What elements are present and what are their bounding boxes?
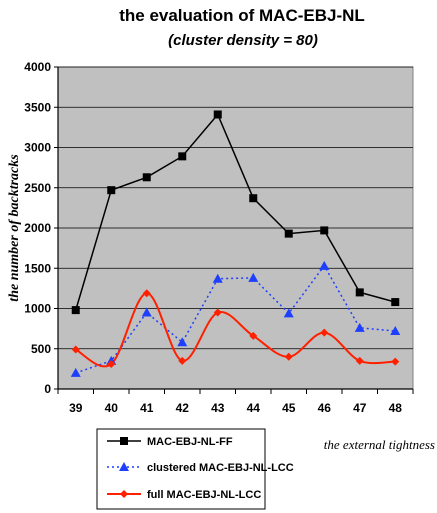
x-tick-label: 48 — [389, 401, 403, 415]
series-layer — [75, 113, 396, 374]
axes: 0 500 1000 1500 2000 2500 3000 3500 4000 39 40 41 42… — [24, 60, 414, 415]
x-tick-label: 47 — [353, 401, 367, 415]
series-1-point — [391, 298, 400, 307]
x-tick-label: 41 — [140, 401, 154, 415]
y-tick-label: 3000 — [24, 141, 51, 155]
y-tick-label: 4000 — [24, 60, 51, 74]
chart-subtitle: (cluster density = 80) — [168, 32, 318, 49]
chart-title: the evaluation of MAC-EBJ-NL — [119, 6, 365, 25]
series-3-point — [213, 308, 222, 317]
series-1-point — [178, 152, 187, 161]
series-3-point — [284, 352, 293, 361]
series-3-point — [107, 360, 116, 369]
y-tick-label: 500 — [31, 342, 51, 356]
x-tick-label: 39 — [69, 401, 83, 415]
series-2-point — [319, 260, 330, 270]
series-2-point — [283, 308, 294, 318]
series-1-point — [320, 226, 329, 235]
marker-layer — [70, 110, 401, 377]
legend-item-1-label: MAC-EBJ-NL-FF — [147, 436, 233, 448]
x-tick-label: 44 — [247, 401, 261, 415]
x-tick-label: 46 — [318, 401, 332, 415]
series-3-point — [249, 331, 258, 340]
series-1-point — [107, 186, 116, 195]
x-tick-label: 42 — [176, 401, 190, 415]
x-axis-label: the external tightness — [324, 437, 435, 452]
series-1-point — [71, 306, 80, 315]
y-tick-label: 1500 — [24, 261, 51, 275]
series-1-point — [142, 173, 151, 182]
y-tick-label: 2000 — [24, 221, 51, 235]
series-3-point — [142, 289, 151, 298]
x-tick-label: 43 — [211, 401, 225, 415]
y-tick-label: 2500 — [24, 181, 51, 195]
series-2-point — [354, 322, 365, 332]
series-3-point — [391, 357, 400, 366]
series-2-point — [390, 326, 401, 336]
series-2-point — [70, 367, 81, 377]
legend-item-2-label: clustered MAC-EBJ-NL-LCC — [147, 462, 294, 474]
x-tick-label: 40 — [105, 401, 119, 415]
series-1-point — [213, 110, 222, 119]
series-1-point — [249, 194, 258, 203]
series-3-point — [178, 356, 187, 365]
series-1-line — [75, 113, 396, 311]
x-tick-label: 45 — [282, 401, 296, 415]
series-2-point — [212, 273, 223, 283]
y-tick-label: 1000 — [24, 302, 51, 316]
series-3-line — [75, 292, 396, 368]
series-2-point — [248, 272, 259, 282]
legend-item-1-marker — [120, 437, 128, 445]
legend-item-3-marker — [120, 490, 128, 498]
y-tick-label: 0 — [44, 382, 51, 396]
legend-item-2-marker — [119, 462, 129, 471]
y-axis-label: the number of backtracks — [7, 154, 22, 302]
legend: MAC-EBJ-NL-FF clustered MAC-EBJ-NL-LCC ful… — [96, 428, 294, 510]
series-1-point — [355, 288, 364, 297]
series-3-point — [355, 356, 364, 365]
series-3-point — [320, 328, 329, 337]
series-1-point — [284, 229, 293, 238]
series-2-point — [141, 307, 152, 317]
y-tick-label: 3500 — [24, 100, 51, 114]
legend-item-3-label: full MAC-EBJ-NL-LCC — [147, 489, 261, 501]
series-3-point — [71, 345, 80, 354]
series-2-point — [177, 337, 188, 347]
